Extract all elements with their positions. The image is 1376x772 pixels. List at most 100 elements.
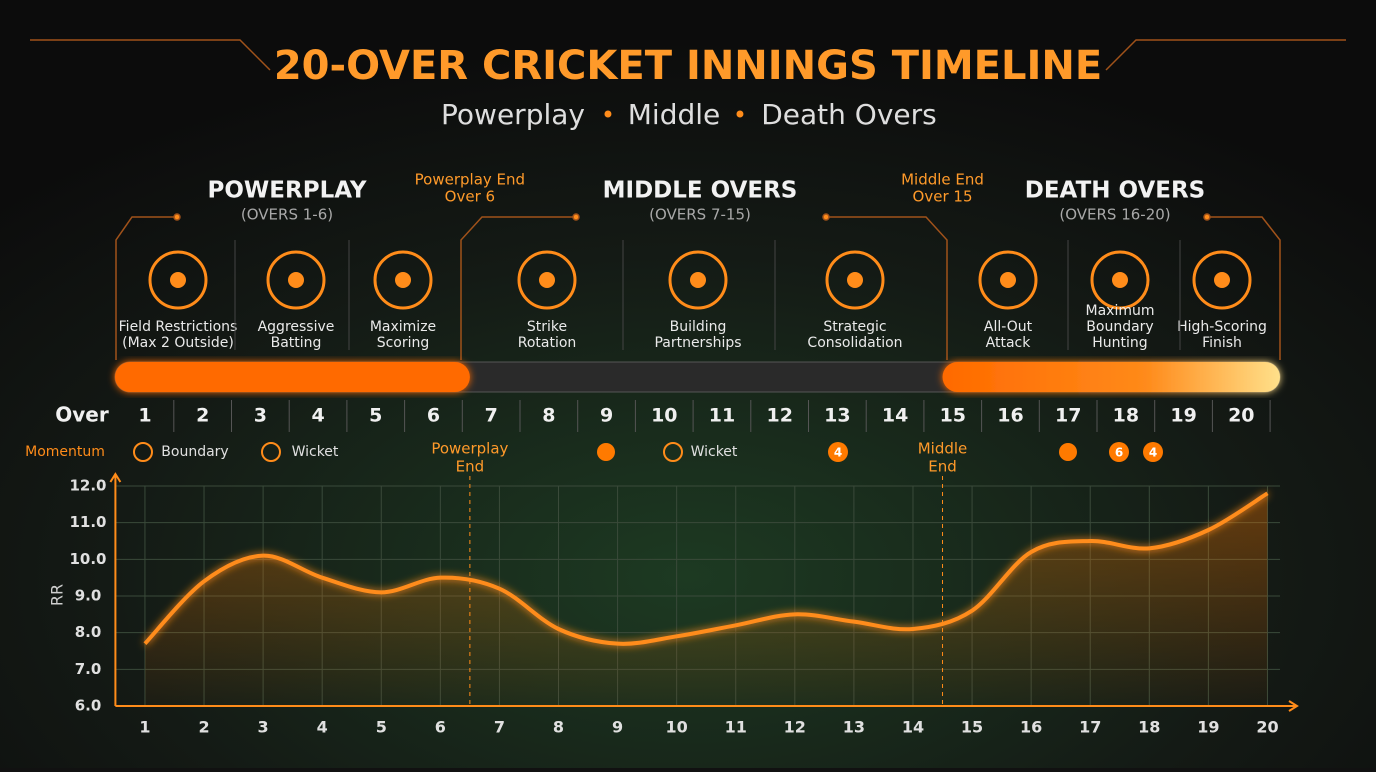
phase-range: (OVERS 16-20)	[1059, 206, 1170, 224]
activity-icon	[825, 250, 885, 310]
activity-icon	[266, 250, 326, 310]
activity-label: (Max 2 Outside)	[122, 335, 234, 351]
activity-label: Building	[670, 319, 727, 335]
activity-label: Strike	[527, 319, 567, 335]
over-number: 19	[1170, 405, 1196, 427]
activity-label: Attack	[986, 335, 1032, 351]
x-tick-label: 10	[666, 718, 688, 737]
area	[144, 493, 1268, 706]
over-number: 17	[1055, 405, 1081, 427]
activity-label: All-Out	[984, 319, 1033, 335]
over-number: 1	[138, 405, 151, 427]
activity-label: Hunting	[1092, 335, 1147, 351]
legend-icon	[261, 442, 281, 462]
over-number: 13	[824, 405, 850, 427]
over-number: 3	[254, 405, 267, 427]
y-tick-label: 8.0	[75, 623, 102, 641]
event-icon	[663, 442, 683, 462]
x-tick-label: 18	[1138, 718, 1160, 737]
x-tick-label: 19	[1197, 718, 1219, 737]
activity-icon-dot	[1112, 272, 1128, 288]
event-label: 4	[1149, 446, 1157, 460]
legend-item: Boundary	[161, 444, 228, 460]
activity-label: Partnerships	[654, 335, 741, 351]
x-tick-label: 7	[494, 718, 505, 737]
activity-label: Finish	[1202, 335, 1242, 351]
event-icon	[597, 443, 615, 461]
x-tick-label: 16	[1020, 718, 1042, 737]
over-number: 11	[709, 405, 735, 427]
x-tick-label: 6	[435, 718, 446, 737]
phase-divider-label: Powerplay	[431, 440, 508, 458]
y-tick-label: 6.0	[75, 697, 102, 715]
phase-divider-label: End	[456, 458, 485, 476]
over-number: 14	[882, 405, 908, 427]
activity-icon-dot	[1214, 272, 1230, 288]
phase-title: POWERPLAY	[208, 178, 367, 204]
y-tick-label: 9.0	[75, 587, 102, 605]
activity-label: Aggressive	[258, 319, 335, 335]
x-tick-label: 5	[376, 718, 387, 737]
activity-label: Rotation	[518, 335, 577, 351]
activity-label: Strategic	[823, 319, 886, 335]
x-tick-label: 1	[139, 718, 150, 737]
x-tick-label: 11	[725, 718, 747, 737]
activity-icon	[148, 250, 208, 310]
subtitle-separator: •	[733, 101, 747, 129]
phase-title: DEATH OVERS	[1025, 178, 1206, 204]
phase-divider-label: End	[928, 458, 957, 476]
activity-icon-dot	[690, 272, 706, 288]
over-number: 10	[651, 405, 677, 427]
title: 20-OVER CRICKET INNINGS TIMELINE	[274, 43, 1102, 89]
activity-icon	[978, 250, 1038, 310]
phase-end-marker: Powerplay End	[415, 171, 525, 189]
activity-icon	[1192, 250, 1252, 310]
y-tick-label: 11.0	[69, 513, 106, 531]
activity-label: Field Restrictions	[119, 319, 238, 335]
phase-end-marker: Over 15	[913, 188, 973, 206]
y-axis-label: RR	[48, 584, 67, 606]
phase-range: (OVERS 7-15)	[649, 206, 751, 224]
legend-icon	[133, 442, 153, 462]
over-number: 20	[1228, 405, 1254, 427]
over-number: 7	[485, 405, 498, 427]
over-number: 2	[196, 405, 209, 427]
activity-label: High-Scoring	[1177, 319, 1267, 335]
x-tick-label: 8	[553, 718, 564, 737]
x-tick-label: 20	[1256, 718, 1278, 737]
x-tick-label: 2	[198, 718, 209, 737]
activity-icon-dot	[170, 272, 186, 288]
legend-label: Momentum	[25, 444, 105, 460]
phase-range: (OVERS 1-6)	[241, 206, 333, 224]
over-number: 4	[311, 405, 324, 427]
phase-end-marker: Over 6	[445, 188, 495, 206]
activity-icon-dot	[288, 272, 304, 288]
activity-icon	[373, 250, 433, 310]
over-row-label: Over	[55, 403, 109, 427]
activity-icon-dot	[1000, 272, 1016, 288]
subtitle-separator: •	[601, 101, 615, 129]
event-label: 6	[1115, 446, 1123, 460]
activity-icon	[517, 250, 577, 310]
event-icon	[1143, 442, 1163, 462]
x-tick-label: 9	[612, 718, 623, 737]
line	[143, 491, 1269, 646]
y-tick-label: 12.0	[69, 477, 106, 495]
over-number: 18	[1113, 405, 1139, 427]
subtitle-part: Death Overs	[761, 98, 937, 131]
activity-label: Batting	[271, 335, 322, 351]
subtitle-part: Middle	[628, 98, 721, 131]
y-tick-label: 10.0	[69, 550, 106, 568]
over-number: 9	[600, 405, 613, 427]
event-label: 4	[834, 446, 842, 460]
x-tick-label: 12	[784, 718, 806, 737]
event-icon	[1059, 443, 1077, 461]
legend-item: Wicket	[292, 444, 339, 460]
x-tick-label: 15	[961, 718, 983, 737]
event-label: Wicket	[691, 444, 738, 460]
subtitle-part: Powerplay	[441, 98, 585, 131]
activity-icon	[668, 250, 728, 310]
activity-icon-dot	[847, 272, 863, 288]
x-tick-label: 13	[843, 718, 865, 737]
